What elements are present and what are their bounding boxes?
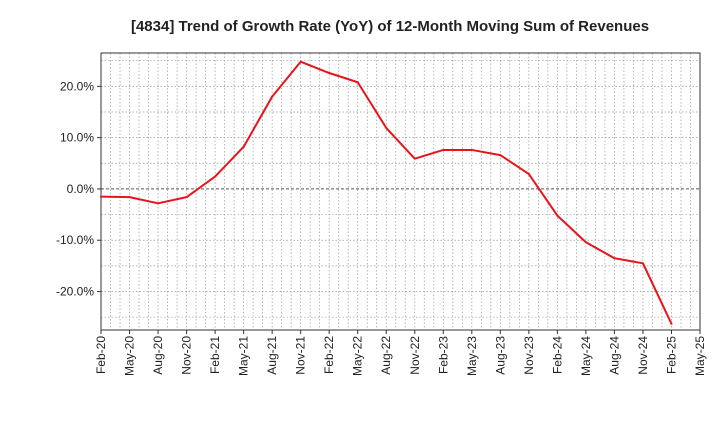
- x-tick-label: May-20: [123, 336, 137, 376]
- x-tick-label: May-24: [579, 336, 593, 376]
- data-point: [271, 95, 274, 98]
- data-point: [128, 196, 131, 199]
- data-point: [214, 175, 217, 178]
- data-point: [328, 72, 331, 75]
- x-tick-label: Aug-21: [265, 336, 279, 375]
- plot-area-background: [101, 53, 700, 330]
- data-point: [157, 202, 160, 205]
- plot-frame: [100, 52, 701, 331]
- data-point: [242, 145, 245, 148]
- chart-title: [4834] Trend of Growth Rate (YoY) of 12-…: [131, 18, 649, 35]
- x-tick-label: Feb-23: [436, 336, 450, 374]
- y-axis: 20.0% 10.0% 0.0% -10.0% -20.0%: [56, 79, 101, 299]
- data-point: [413, 157, 416, 160]
- data-point: [299, 60, 302, 63]
- data-point: [185, 196, 188, 199]
- x-tick-label: Aug-20: [151, 336, 165, 375]
- data-point: [100, 195, 102, 198]
- data-point: [641, 262, 644, 265]
- y-tick-label: 0.0%: [67, 182, 95, 196]
- x-tick-label: Feb-20: [94, 336, 108, 374]
- x-tick-label: Nov-22: [408, 336, 422, 375]
- data-point: [527, 173, 530, 176]
- plot-grid: [100, 52, 701, 331]
- data-point: [356, 81, 359, 84]
- x-tick-label: Feb-21: [208, 336, 222, 374]
- x-tick-label: Feb-22: [322, 336, 336, 374]
- x-tick-label: Aug-22: [379, 336, 393, 375]
- x-tick-label: Feb-24: [550, 336, 564, 374]
- x-tick-label: May-21: [237, 336, 251, 376]
- y-tick-label: 20.0%: [60, 79, 94, 93]
- x-tick-label: May-23: [465, 336, 479, 376]
- data-point: [499, 154, 502, 157]
- data-point: [613, 257, 616, 260]
- data-point: [670, 322, 673, 325]
- x-tick-label: May-25: [693, 336, 707, 376]
- x-tick-label: Aug-23: [493, 336, 507, 375]
- x-tick-label: Nov-21: [294, 336, 308, 375]
- y-tick-label: 10.0%: [60, 131, 94, 145]
- x-tick-label: Feb-25: [664, 336, 678, 374]
- x-tick-label: Nov-20: [180, 336, 194, 375]
- data-point: [442, 148, 445, 151]
- data-point: [470, 148, 473, 151]
- x-tick-label: Nov-24: [636, 336, 650, 375]
- data-point: [584, 241, 587, 244]
- y-tick-label: -10.0%: [56, 233, 94, 247]
- x-tick-label: Aug-24: [607, 336, 621, 375]
- y-tick-label: -20.0%: [56, 285, 94, 299]
- data-point: [385, 126, 388, 129]
- x-axis: Feb-20 May-20 Aug-20 Nov-20 Feb-21 May-21 Aug-…: [94, 330, 707, 376]
- x-tick-label: May-22: [351, 336, 365, 376]
- plot-series: [100, 60, 673, 325]
- x-tick-label: Nov-23: [522, 336, 536, 375]
- data-point: [556, 214, 559, 217]
